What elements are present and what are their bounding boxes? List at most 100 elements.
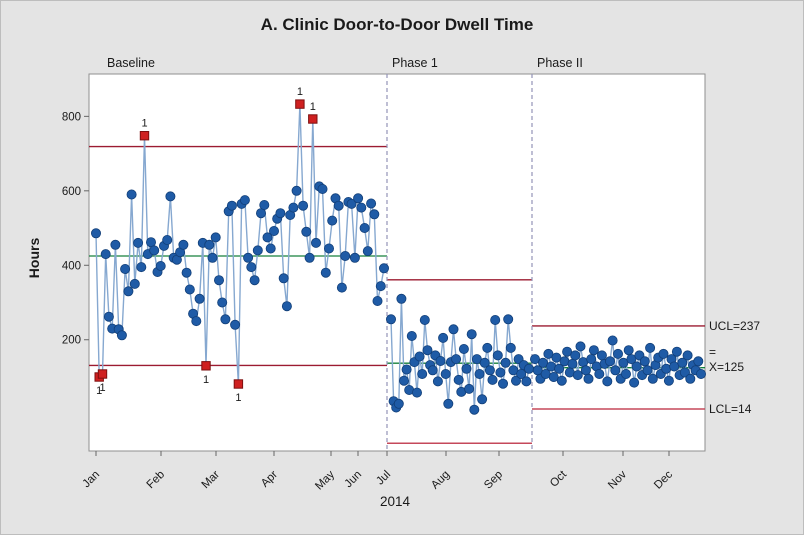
- plot-area: [88, 73, 706, 452]
- data-point: [262, 232, 273, 243]
- data-point: [677, 357, 688, 368]
- data-point: [580, 365, 591, 376]
- data-point: [602, 376, 613, 387]
- data-point: [310, 237, 321, 248]
- y-tick-label: 200: [62, 335, 81, 347]
- data-point: [435, 355, 446, 366]
- data-point: [596, 350, 607, 361]
- y-tick-label: 800: [62, 111, 81, 123]
- stage-label-ucl: UCL=237: [709, 319, 760, 333]
- data-point: [621, 368, 632, 379]
- point-flag-label: 1: [96, 385, 102, 397]
- x-tick-label: Mar: [200, 469, 223, 492]
- data-point: [162, 234, 173, 245]
- data-point: [136, 262, 147, 273]
- data-point: [696, 368, 707, 379]
- data-point: [642, 365, 653, 376]
- point-flag-label: 1: [203, 374, 209, 386]
- data-point: [116, 330, 127, 341]
- data-point: [647, 373, 658, 384]
- data-point: [438, 332, 449, 343]
- data-point: [268, 225, 279, 236]
- data-point: [129, 278, 140, 289]
- data-point: [479, 357, 490, 368]
- data-point: [327, 215, 338, 226]
- data-point: [453, 374, 464, 385]
- data-point: [492, 350, 503, 361]
- data-point: [623, 345, 634, 356]
- data-point: [349, 252, 360, 263]
- data-point: [393, 398, 404, 409]
- data-point: [275, 208, 286, 219]
- data-point: [516, 368, 527, 379]
- y-axis-title: Hours: [26, 238, 42, 279]
- data-point: [333, 200, 344, 211]
- data-point: [554, 363, 565, 374]
- data-point: [679, 367, 690, 378]
- data-point: [538, 357, 549, 368]
- data-point: [220, 314, 231, 325]
- data-point: [613, 348, 624, 359]
- data-point: [398, 375, 409, 386]
- point-flag-label: 1: [297, 86, 303, 98]
- data-point: [110, 239, 121, 250]
- data-point: [583, 373, 594, 384]
- data-point: [639, 356, 650, 367]
- data-point: [570, 350, 581, 361]
- data-point: [586, 354, 597, 365]
- data-point: [304, 252, 315, 263]
- data-point: [543, 348, 554, 359]
- data-point: [194, 293, 205, 304]
- data-point: [336, 282, 347, 293]
- data-point: [281, 301, 292, 312]
- x-tick-label: Sep: [482, 469, 505, 492]
- data-point: [530, 354, 541, 365]
- data-point: [385, 314, 396, 325]
- data-point: [477, 394, 488, 405]
- data-point: [165, 191, 176, 202]
- data-point: [422, 345, 433, 356]
- data-point: [230, 319, 241, 330]
- data-point: [482, 342, 493, 353]
- data-point: [362, 246, 373, 257]
- data-point: [317, 183, 328, 194]
- data-point: [265, 243, 276, 254]
- data-point: [503, 314, 514, 325]
- data-point: [340, 250, 351, 261]
- data-point: [323, 243, 334, 254]
- flagged-point: [97, 369, 108, 379]
- data-point: [548, 371, 559, 382]
- data-point: [484, 365, 495, 376]
- data-point: [149, 245, 160, 256]
- data-point: [505, 342, 516, 353]
- data-point: [356, 202, 367, 213]
- data-point: [663, 375, 674, 386]
- x-tick-label: Apr: [259, 469, 280, 490]
- stage-label-xbar: X=125: [709, 360, 744, 374]
- data-point: [181, 267, 192, 278]
- data-point: [396, 293, 407, 304]
- data-point: [178, 239, 189, 250]
- stage-label-xbar-overline: =: [709, 345, 716, 359]
- data-point: [495, 367, 506, 378]
- point-flag-label: 1: [99, 382, 105, 394]
- data-point: [91, 228, 102, 239]
- data-point: [401, 364, 412, 375]
- data-point: [191, 316, 202, 327]
- data-point: [575, 341, 586, 352]
- data-point: [406, 330, 417, 341]
- data-point: [278, 273, 289, 284]
- phase-label-phase2: Phase II: [537, 56, 583, 70]
- data-point: [440, 368, 451, 379]
- data-point: [605, 356, 616, 367]
- data-point: [567, 358, 578, 369]
- data-point: [658, 348, 669, 359]
- data-point: [359, 222, 370, 233]
- data-point: [524, 363, 535, 374]
- data-point: [207, 252, 218, 263]
- data-point: [239, 195, 250, 206]
- x-tick-label: Nov: [606, 468, 629, 491]
- data-point: [497, 378, 508, 389]
